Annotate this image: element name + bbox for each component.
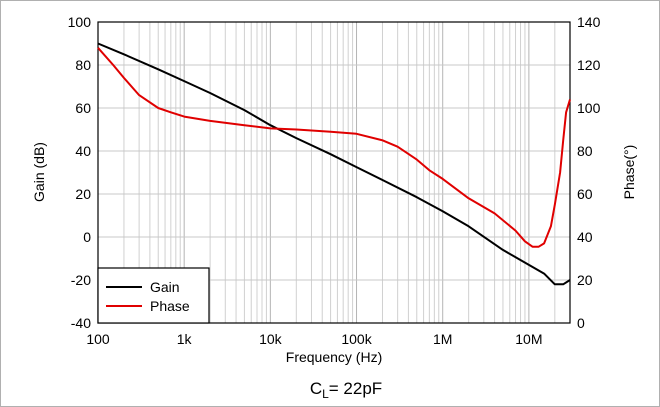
y-left-tick-label: 60 xyxy=(75,100,91,116)
caption-rest: = 22pF xyxy=(329,379,382,398)
plot-area-border xyxy=(97,21,571,324)
legend: Gain Phase xyxy=(97,267,210,324)
y-left-tick-labels: -40 -20 0 20 40 60 80 100 xyxy=(68,14,92,331)
series-lines xyxy=(97,42,571,286)
y-right-tick-label: 60 xyxy=(577,186,593,202)
series-phase-line xyxy=(97,47,571,248)
y-right-tick-labels: 0 20 40 60 80 100 120 140 xyxy=(577,14,601,331)
y-left-tick-label: 100 xyxy=(68,14,92,30)
legend-box xyxy=(97,267,210,324)
y-right-tick-label: 0 xyxy=(577,315,585,331)
x-tick-label: 100k xyxy=(341,331,372,347)
y-right-tick-label: 20 xyxy=(577,272,593,288)
legend-gain-label: Gain xyxy=(150,279,180,295)
y-left-tick-label: -40 xyxy=(71,315,91,331)
y-left-tick-label: 20 xyxy=(75,186,91,202)
y-left-tick-label: 40 xyxy=(75,143,91,159)
legend-phase-label: Phase xyxy=(150,298,190,314)
y-left-tick-label: 0 xyxy=(83,229,91,245)
x-tick-label: 100 xyxy=(86,331,110,347)
y-right-tick-label: 140 xyxy=(577,14,601,30)
y-left-tick-label: -20 xyxy=(71,272,91,288)
y-right-axis-label: Phase(°) xyxy=(621,145,637,200)
caption: CL= 22pF xyxy=(310,379,382,401)
caption-subscript: L xyxy=(322,387,329,401)
series-gain-line xyxy=(97,42,571,286)
y-right-tick-label: 80 xyxy=(577,143,593,159)
y-right-tick-label: 120 xyxy=(577,57,601,73)
x-tick-label: 10k xyxy=(259,331,283,347)
x-axis-label: Frequency (Hz) xyxy=(286,349,382,365)
y-left-axis-label: Gain (dB) xyxy=(31,142,47,202)
y-right-tick-label: 40 xyxy=(577,229,593,245)
y-left-tick-label: 80 xyxy=(75,57,91,73)
x-tick-labels: 100 1k 10k 100k 1M 10M xyxy=(86,331,542,347)
x-tick-label: 10M xyxy=(515,331,542,347)
y-right-tick-label: 100 xyxy=(577,100,601,116)
x-tick-label: 1M xyxy=(433,331,452,347)
x-tick-label: 1k xyxy=(177,331,193,347)
caption-main: C xyxy=(310,379,322,398)
